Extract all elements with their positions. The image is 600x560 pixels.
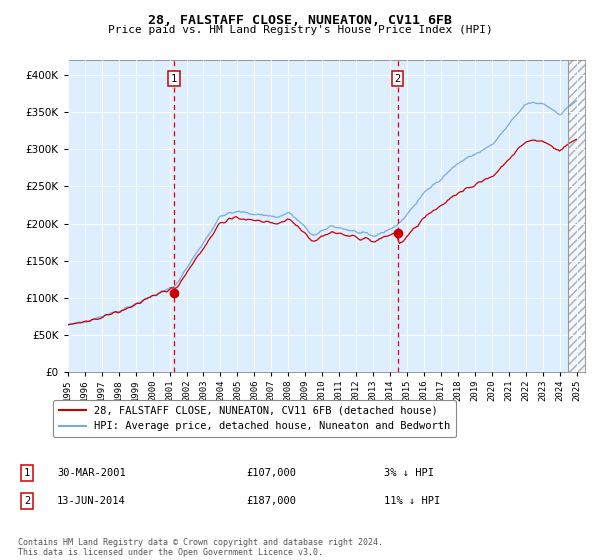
Text: 2: 2 [394, 73, 401, 83]
Text: 28, FALSTAFF CLOSE, NUNEATON, CV11 6FB: 28, FALSTAFF CLOSE, NUNEATON, CV11 6FB [148, 14, 452, 27]
Text: £107,000: £107,000 [246, 468, 296, 478]
Text: Contains HM Land Registry data © Crown copyright and database right 2024.
This d: Contains HM Land Registry data © Crown c… [18, 538, 383, 557]
Text: 13-JUN-2014: 13-JUN-2014 [57, 496, 126, 506]
Legend: 28, FALSTAFF CLOSE, NUNEATON, CV11 6FB (detached house), HPI: Average price, det: 28, FALSTAFF CLOSE, NUNEATON, CV11 6FB (… [53, 400, 457, 437]
Text: 30-MAR-2001: 30-MAR-2001 [57, 468, 126, 478]
Text: 11% ↓ HPI: 11% ↓ HPI [384, 496, 440, 506]
Text: Price paid vs. HM Land Registry's House Price Index (HPI): Price paid vs. HM Land Registry's House … [107, 25, 493, 35]
Polygon shape [568, 60, 593, 372]
Text: 1: 1 [24, 468, 30, 478]
Text: 3% ↓ HPI: 3% ↓ HPI [384, 468, 434, 478]
Text: 2: 2 [24, 496, 30, 506]
Text: 1: 1 [170, 73, 177, 83]
Text: £187,000: £187,000 [246, 496, 296, 506]
